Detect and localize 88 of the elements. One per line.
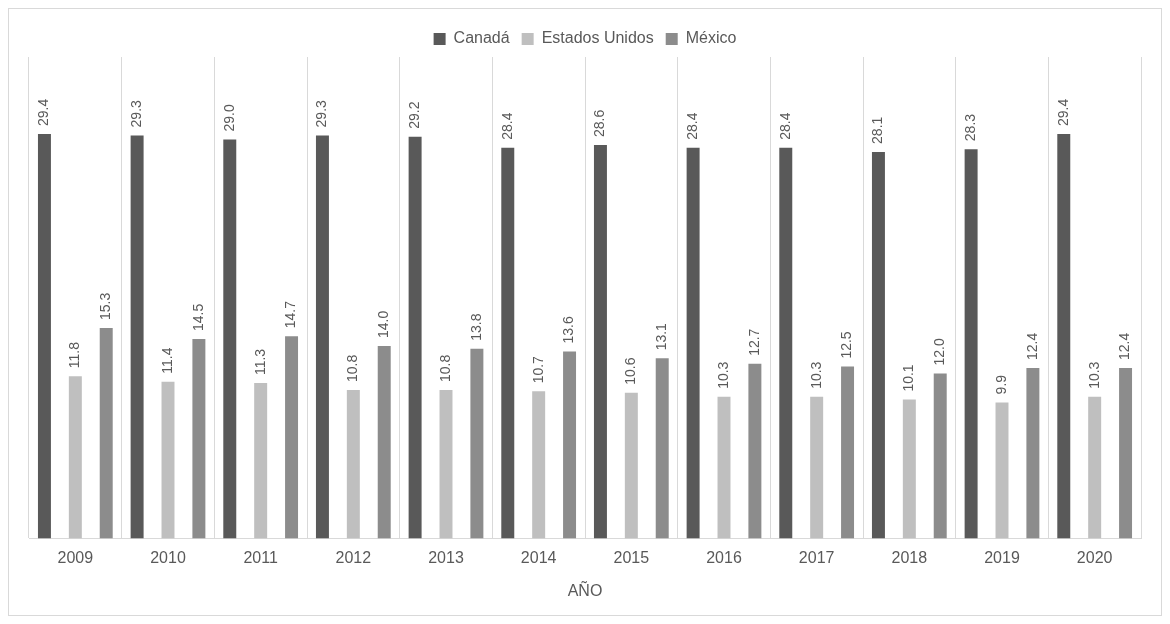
data-label: 28.4 xyxy=(683,112,700,140)
bar xyxy=(130,135,144,539)
data-label: 10.3 xyxy=(714,361,731,389)
data-label: 10.1 xyxy=(900,364,917,392)
x-tick-label: 2011 xyxy=(243,548,278,566)
x-tick-label: 2013 xyxy=(428,548,464,566)
legend-label: México xyxy=(685,29,737,47)
data-label: 11.3 xyxy=(251,348,268,376)
bar xyxy=(532,391,546,539)
bar xyxy=(37,134,51,539)
data-label: 28.6 xyxy=(591,109,608,138)
data-label: 10.3 xyxy=(1085,361,1102,389)
x-axis-title: AÑO xyxy=(567,579,603,599)
bar xyxy=(223,139,237,539)
data-label: 13.1 xyxy=(653,322,670,351)
data-label: 12.0 xyxy=(931,338,948,366)
legend-label: Estados Unidos xyxy=(541,29,654,47)
bar xyxy=(748,363,762,539)
data-label: 29.4 xyxy=(1054,98,1071,127)
x-tick-label: 2020 xyxy=(1076,548,1113,566)
bar xyxy=(161,381,175,539)
bar xyxy=(377,345,391,539)
bar xyxy=(315,135,329,539)
data-label: 14.7 xyxy=(282,300,299,329)
bar xyxy=(1057,134,1071,539)
data-label: 10.6 xyxy=(622,357,639,385)
x-tick-label: 2016 xyxy=(706,548,742,566)
data-label: 29.3 xyxy=(127,99,144,128)
bar xyxy=(995,402,1009,539)
bar xyxy=(686,147,700,539)
bar xyxy=(285,336,299,539)
bar xyxy=(810,396,824,539)
bar xyxy=(346,389,360,539)
data-label: 29.3 xyxy=(313,99,330,128)
data-label: 29.0 xyxy=(220,104,237,132)
data-label: 12.4 xyxy=(1116,332,1133,360)
bar xyxy=(68,376,82,539)
data-label: 12.4 xyxy=(1023,332,1040,360)
x-tick-label: 2010 xyxy=(150,548,186,566)
bar xyxy=(192,339,206,539)
bar xyxy=(501,147,515,539)
bar xyxy=(408,136,422,539)
bar xyxy=(563,351,577,539)
bar xyxy=(1119,367,1133,539)
bar xyxy=(1088,396,1102,539)
bar xyxy=(933,373,947,539)
bar xyxy=(841,366,855,539)
bar xyxy=(964,149,978,539)
data-label: 12.7 xyxy=(745,328,762,356)
data-label: 11.8 xyxy=(66,341,83,369)
bar xyxy=(593,145,607,539)
data-label: 14.0 xyxy=(375,310,392,338)
data-label: 13.8 xyxy=(467,313,484,341)
data-label: 12.5 xyxy=(838,331,855,359)
data-label: 29.4 xyxy=(35,98,52,127)
data-label: 9.9 xyxy=(992,374,1009,395)
bar xyxy=(624,392,638,539)
bar xyxy=(1026,367,1040,539)
x-tick-label: 2009 xyxy=(57,548,94,566)
data-label: 11.4 xyxy=(158,347,175,374)
data-label: 13.6 xyxy=(560,316,577,344)
x-tick-label: 2015 xyxy=(613,548,650,566)
data-label: 28.4 xyxy=(498,112,515,140)
x-tick-label: 2018 xyxy=(891,548,928,566)
bar xyxy=(902,399,916,539)
x-tick-label: 2017 xyxy=(798,548,835,566)
x-tick-label: 2014 xyxy=(520,548,557,566)
data-label: 29.2 xyxy=(405,101,422,129)
data-label: 10.8 xyxy=(436,354,453,382)
bar xyxy=(717,396,731,539)
bar xyxy=(439,389,453,539)
x-tick-label: 2019 xyxy=(984,548,1020,566)
data-label: 10.8 xyxy=(344,354,361,382)
x-tick-label: 2012 xyxy=(335,548,372,566)
bar xyxy=(254,383,268,539)
bar xyxy=(655,358,669,539)
bar xyxy=(470,348,484,539)
legend-label: Canadá xyxy=(453,29,510,47)
data-label: 10.3 xyxy=(807,361,824,389)
bar xyxy=(779,147,793,539)
data-label: 28.1 xyxy=(869,116,886,144)
data-label: 28.4 xyxy=(776,112,793,140)
data-label: 15.3 xyxy=(97,292,114,321)
data-label: 10.7 xyxy=(529,355,546,384)
data-label: 14.5 xyxy=(189,303,206,332)
bar xyxy=(99,328,113,539)
bar xyxy=(871,151,885,539)
data-label: 28.3 xyxy=(961,113,978,142)
